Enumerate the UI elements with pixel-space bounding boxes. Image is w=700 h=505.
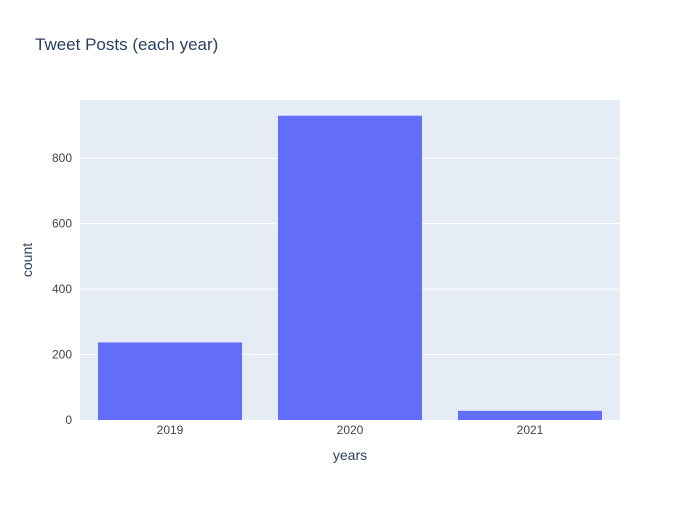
x-axis-label: years bbox=[333, 447, 367, 463]
y-tick-label: 400 bbox=[52, 282, 72, 296]
y-tick-label: 800 bbox=[52, 151, 72, 165]
y-tick-label: 200 bbox=[52, 348, 72, 362]
x-tick-label: 2020 bbox=[337, 423, 364, 437]
y-tick-label: 0 bbox=[65, 413, 72, 427]
y-tick-label: 600 bbox=[52, 217, 72, 231]
x-axis-ticks: 2019 2020 2021 bbox=[157, 423, 544, 437]
y-axis-label: count bbox=[19, 243, 35, 277]
chart-title: Tweet Posts (each year) bbox=[35, 35, 218, 54]
bar-2021 bbox=[458, 410, 602, 420]
x-tick-label: 2019 bbox=[157, 423, 184, 437]
bar-2020 bbox=[278, 115, 422, 421]
bars bbox=[98, 115, 602, 421]
y-axis-ticks: 0 200 400 600 800 bbox=[52, 151, 72, 427]
x-tick-label: 2021 bbox=[517, 423, 544, 437]
bar-2019 bbox=[98, 342, 242, 420]
